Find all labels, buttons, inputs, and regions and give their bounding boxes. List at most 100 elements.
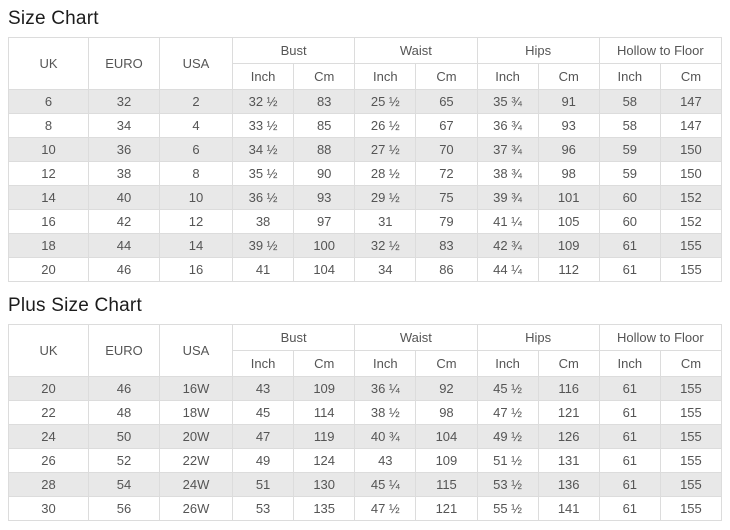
table-cell: 45 ¼ (354, 472, 417, 497)
table-cell: 40 ¾ (354, 424, 417, 449)
table-cell: 61 (598, 400, 661, 425)
table-cell: 43 (231, 376, 295, 401)
column-header-hollow-cm: Cm (659, 63, 723, 90)
column-header-hollow-inch: Inch (598, 63, 661, 90)
column-header-bust-inch: Inch (231, 350, 295, 377)
table-cell: 150 (659, 161, 723, 186)
table-cell: 8 (8, 113, 89, 138)
plus-size-chart-body: 20 46 16W 43 109 36 ¼ 92 45 ½ 116 61 155 22 48 18W 45 1… (8, 376, 723, 521)
table-cell: 14 (8, 185, 89, 210)
table-cell: 20 (8, 257, 89, 282)
table-cell: 60 (598, 185, 661, 210)
table-cell: 147 (659, 113, 723, 138)
table-cell: 49 ½ (476, 424, 539, 449)
table-cell: 93 (537, 113, 600, 138)
table-cell: 155 (659, 400, 723, 425)
table-cell: 36 (88, 137, 160, 162)
table-cell: 12 (8, 161, 89, 186)
table-cell: 38 (231, 209, 295, 234)
table-cell: 2 (159, 89, 233, 114)
table-cell: 34 ½ (231, 137, 295, 162)
table-cell: 114 (293, 400, 356, 425)
column-header-hips-cm: Cm (537, 350, 600, 377)
column-header-waist-inch: Inch (354, 63, 417, 90)
table-cell: 38 ¾ (476, 161, 539, 186)
table-cell: 14 (159, 233, 233, 258)
table-cell: 75 (415, 185, 478, 210)
table-row: 22 48 18W 45 114 38 ½ 98 47 ½ 121 61 155 (8, 400, 723, 425)
plus-size-chart-section: Plus Size Chart UK EURO USA Bust Waist H… (8, 295, 723, 521)
table-cell: 83 (293, 89, 356, 114)
table-cell: 18 (8, 233, 89, 258)
table-cell: 16 (8, 209, 89, 234)
table-cell: 4 (159, 113, 233, 138)
table-cell: 36 ¼ (354, 376, 417, 401)
column-header-bust-inch: Inch (231, 63, 295, 90)
table-cell: 98 (415, 400, 478, 425)
table-cell: 27 ½ (354, 137, 417, 162)
table-cell: 29 ½ (354, 185, 417, 210)
table-cell: 83 (415, 233, 478, 258)
table-cell: 96 (537, 137, 600, 162)
table-cell: 121 (537, 400, 600, 425)
table-cell: 58 (598, 89, 661, 114)
table-cell: 100 (293, 233, 356, 258)
column-header-waist-inch: Inch (354, 350, 417, 377)
table-cell: 28 ½ (354, 161, 417, 186)
table-cell: 22 (8, 400, 89, 425)
column-header-bust-cm: Cm (293, 63, 356, 90)
table-cell: 38 ½ (354, 400, 417, 425)
table-cell: 61 (598, 233, 661, 258)
column-header-hips: Hips (476, 37, 600, 64)
table-cell: 52 (88, 448, 160, 473)
table-cell: 50 (88, 424, 160, 449)
table-cell: 39 ¾ (476, 185, 539, 210)
table-cell: 98 (537, 161, 600, 186)
table-cell: 155 (659, 233, 723, 258)
table-cell: 18W (159, 400, 233, 425)
table-cell: 31 (354, 209, 417, 234)
table-cell: 20 (8, 376, 89, 401)
table-cell: 22W (159, 448, 233, 473)
table-cell: 45 ½ (476, 376, 539, 401)
column-header-hollow-to-floor: Hollow to Floor (598, 324, 723, 351)
table-cell: 12 (159, 209, 233, 234)
table-cell: 54 (88, 472, 160, 497)
table-cell: 155 (659, 472, 723, 497)
table-cell: 92 (415, 376, 478, 401)
table-cell: 136 (537, 472, 600, 497)
column-header-hips: Hips (476, 324, 600, 351)
table-cell: 24 (8, 424, 89, 449)
table-cell: 38 (88, 161, 160, 186)
table-cell: 40 (88, 185, 160, 210)
table-cell: 20W (159, 424, 233, 449)
table-row: 8 34 4 33 ½ 85 26 ½ 67 36 ¾ 93 58 147 (8, 113, 723, 138)
table-cell: 126 (537, 424, 600, 449)
table-cell: 16W (159, 376, 233, 401)
table-cell: 35 ¾ (476, 89, 539, 114)
table-cell: 70 (415, 137, 478, 162)
table-cell: 39 ½ (231, 233, 295, 258)
table-cell: 41 ¼ (476, 209, 539, 234)
column-header-waist-cm: Cm (415, 63, 478, 90)
table-cell: 26 ½ (354, 113, 417, 138)
table-cell: 155 (659, 448, 723, 473)
table-row: 26 52 22W 49 124 43 109 51 ½ 131 61 155 (8, 448, 723, 473)
table-cell: 42 (88, 209, 160, 234)
table-cell: 41 (231, 257, 295, 282)
plus-size-chart-table: UK EURO USA Bust Waist Hips Hollow to Fl… (8, 324, 723, 521)
table-row: 20 46 16W 43 109 36 ¼ 92 45 ½ 116 61 155 (8, 376, 723, 401)
column-header-hollow-inch: Inch (598, 350, 661, 377)
table-cell: 32 ½ (231, 89, 295, 114)
table-cell: 10 (159, 185, 233, 210)
table-cell: 131 (537, 448, 600, 473)
table-cell: 37 ¾ (476, 137, 539, 162)
table-cell: 147 (659, 89, 723, 114)
table-cell: 61 (598, 472, 661, 497)
table-cell: 155 (659, 376, 723, 401)
column-header-euro: EURO (88, 37, 160, 90)
table-cell: 90 (293, 161, 356, 186)
table-cell: 104 (293, 257, 356, 282)
column-header-hips-cm: Cm (537, 63, 600, 90)
column-header-waist: Waist (354, 37, 478, 64)
